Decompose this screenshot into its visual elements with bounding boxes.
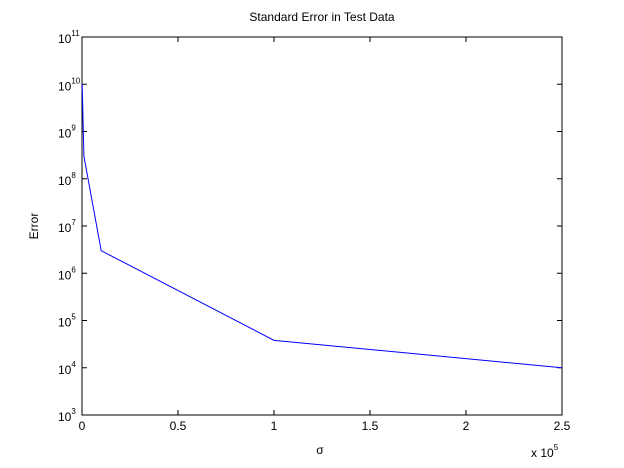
- y-axis-label: Error: [27, 213, 41, 240]
- data-line: [81, 84, 563, 369]
- x-axis-label: σ: [316, 443, 324, 457]
- x-tick-label: 0.5: [170, 419, 187, 433]
- y-tick-base: 10: [58, 268, 72, 282]
- x-multiplier-base: x 10: [531, 446, 554, 460]
- y-tick-base: 10: [58, 79, 72, 93]
- y-tick-exponent: 11: [71, 29, 80, 38]
- y-tick-exponent: 4: [71, 360, 76, 369]
- y-tick-exponent: 8: [71, 171, 76, 180]
- x-tick-label: 1: [271, 419, 278, 433]
- y-tick-base: 10: [58, 410, 72, 424]
- y-tick-label: 1010: [58, 76, 81, 93]
- x-tick-label: 2.5: [554, 419, 571, 433]
- y-tick-label: 107: [58, 218, 76, 235]
- plot-frame: [81, 36, 563, 416]
- chart-title: Standard Error in Test Data: [249, 10, 395, 24]
- x-tick-label: 2: [463, 419, 470, 433]
- y-tick-base: 10: [58, 316, 72, 330]
- y-tick-exponent: 6: [71, 265, 76, 274]
- y-tick-base: 10: [58, 127, 72, 141]
- y-tick-base: 10: [58, 221, 72, 235]
- y-tick-exponent: 3: [71, 407, 76, 416]
- y-tick-label: 1011: [58, 29, 80, 46]
- y-tick-base: 10: [58, 32, 72, 46]
- y-tick-label: 106: [58, 265, 76, 282]
- y-tick-label: 109: [58, 124, 76, 141]
- y-tick-exponent: 5: [71, 313, 76, 322]
- y-tick-label: 103: [58, 407, 76, 424]
- y-tick-label: 104: [58, 360, 76, 377]
- y-tick-exponent: 9: [71, 124, 76, 133]
- x-multiplier-exponent: 5: [554, 443, 559, 452]
- y-tick-base: 10: [58, 363, 72, 377]
- y-tick-label: 105: [58, 313, 76, 330]
- y-tick-exponent: 10: [71, 76, 80, 85]
- x-tick-label: 1.5: [362, 419, 379, 433]
- y-tick-exponent: 7: [71, 218, 76, 227]
- x-multiplier: x 105: [531, 443, 559, 460]
- y-tick-base: 10: [58, 174, 72, 188]
- y-tick-label: 108: [58, 171, 76, 188]
- x-tick-label: 0: [79, 419, 86, 433]
